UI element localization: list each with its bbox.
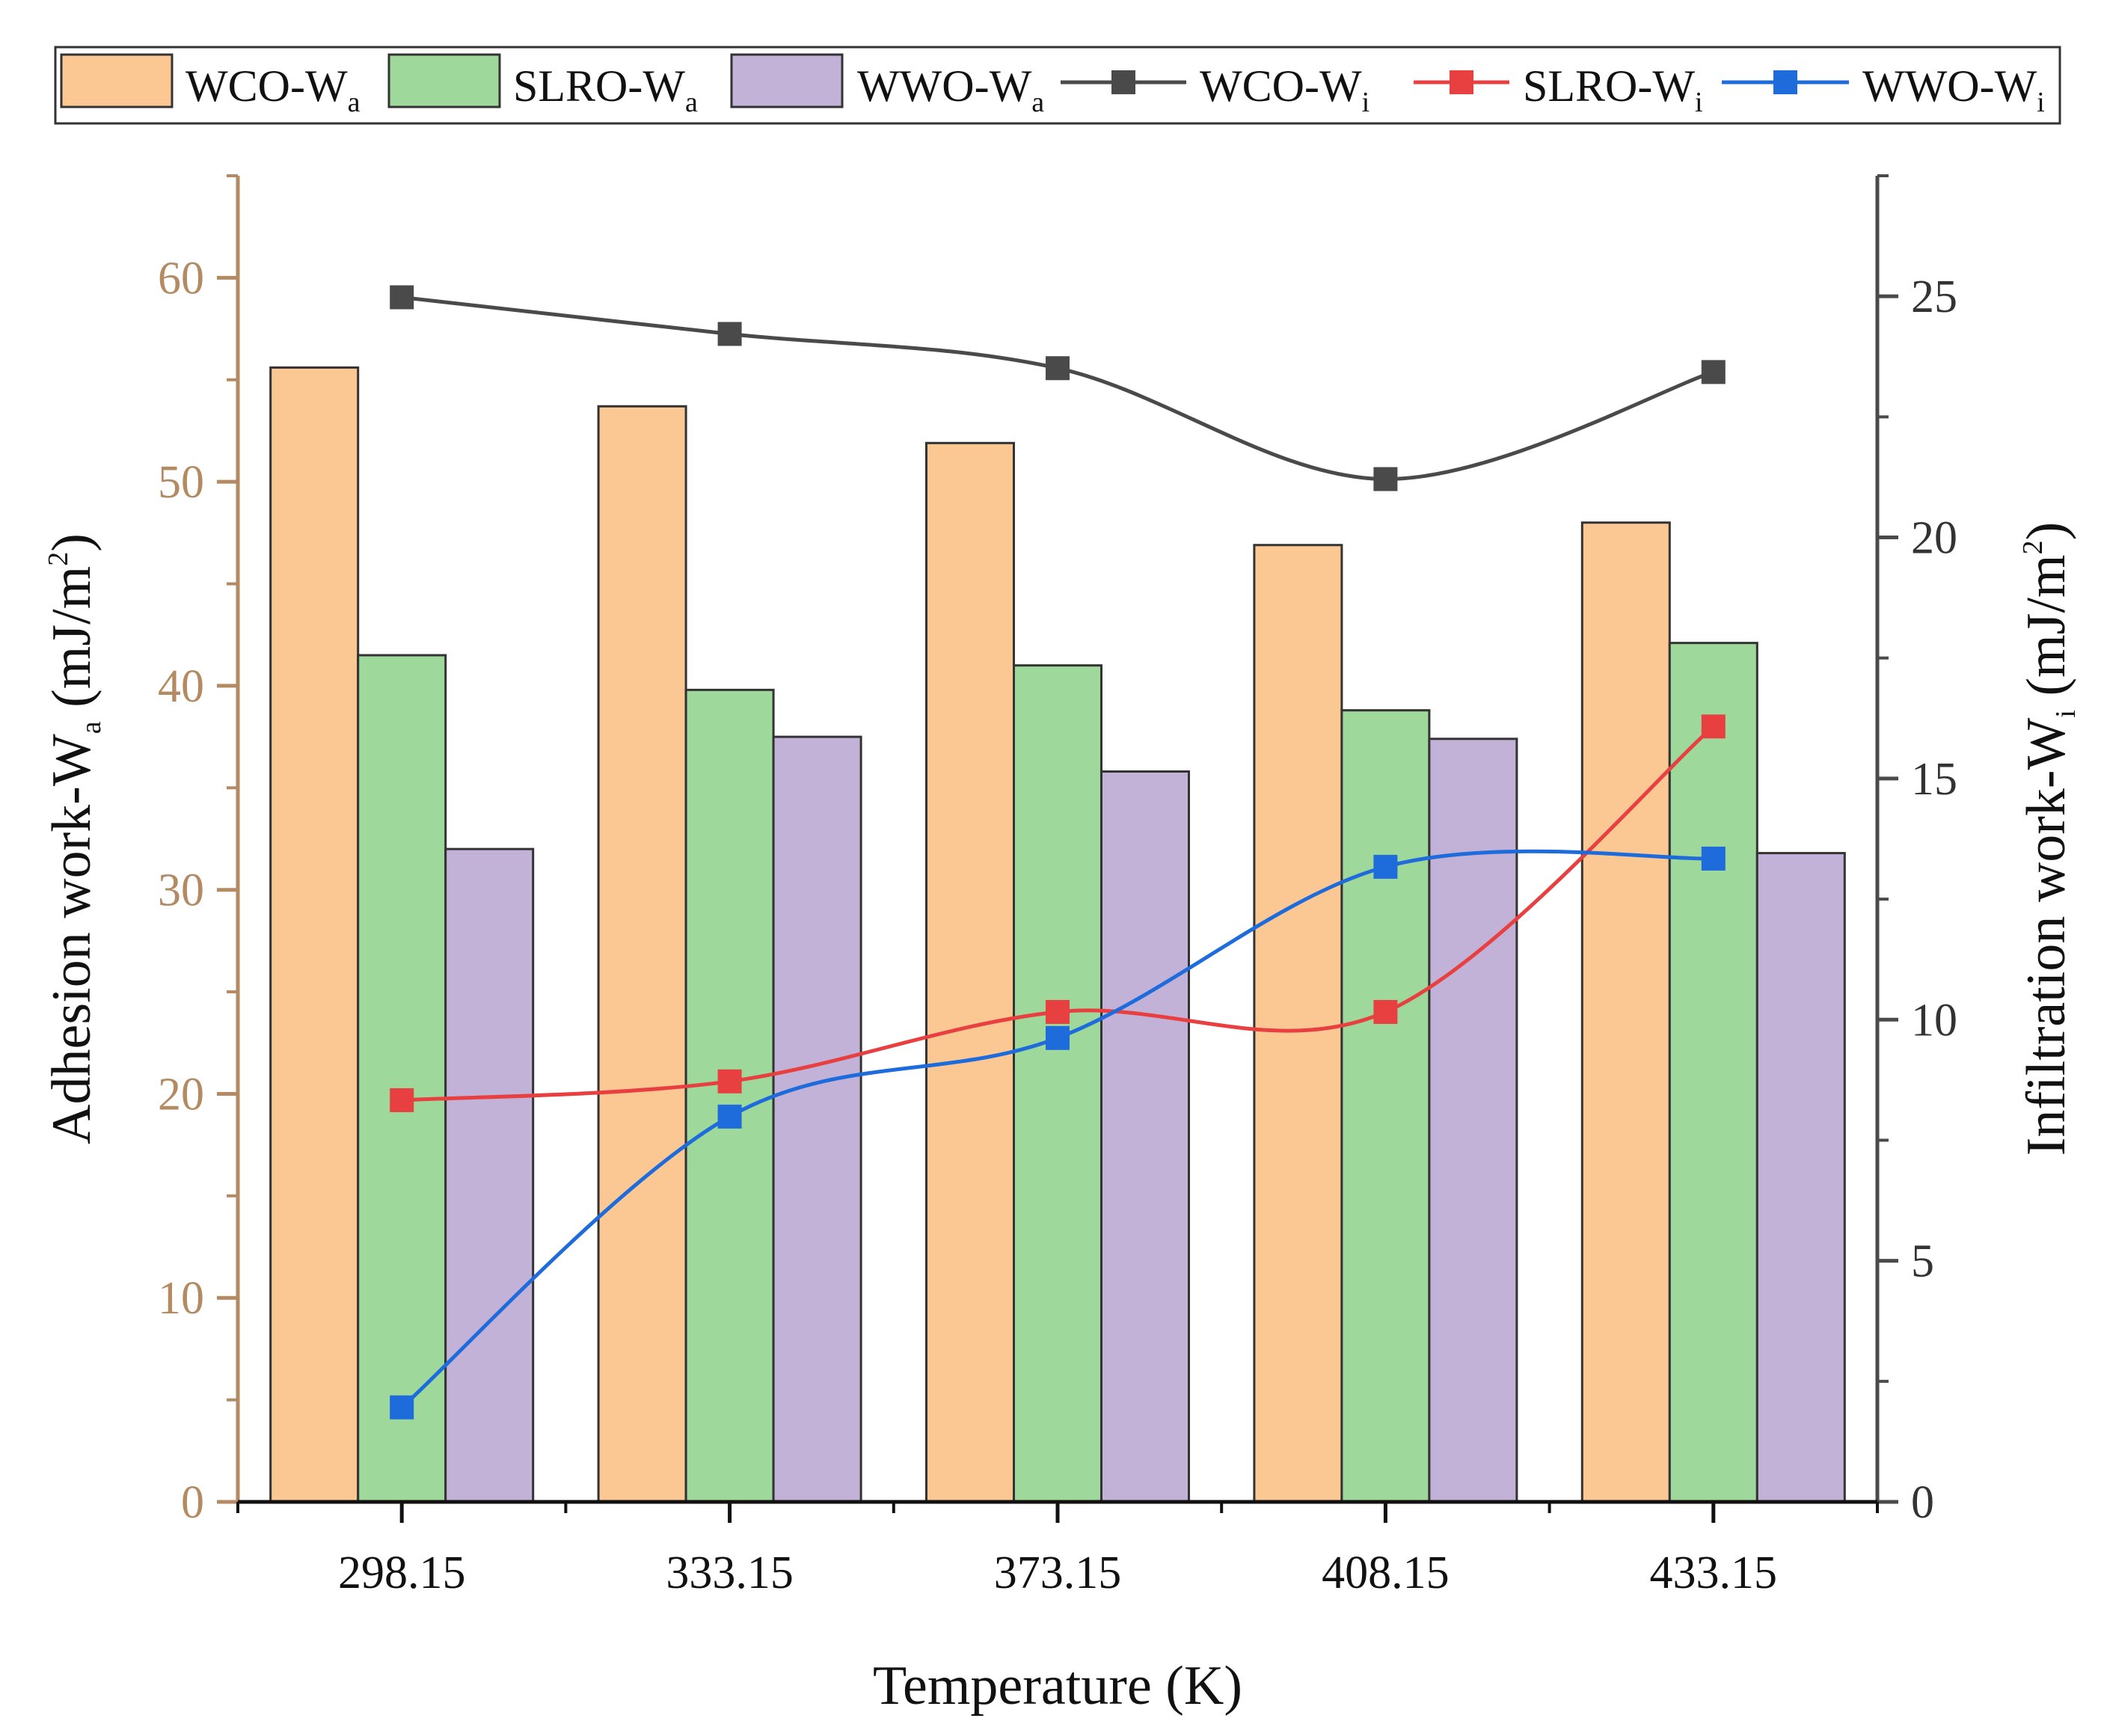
legend-marker-wwowi — [1773, 70, 1797, 94]
marker-wcowi-1 — [717, 322, 742, 346]
marker-wwowi-2 — [1046, 1025, 1070, 1050]
marker-slrowi-2 — [1046, 999, 1070, 1024]
marker-wwowi-4 — [1701, 846, 1726, 871]
right-axis-title: Infiltration work-Wi (mJ/m2) — [2016, 522, 2082, 1156]
right-tick-label-25: 25 — [1911, 272, 1957, 322]
bar-wwowa-3 — [1428, 737, 1518, 1503]
legend: WCO-Wa SLRO-Wa WWO-Wa WCO-Wi SLRO-Wi WWO-Wi — [54, 46, 2061, 125]
marker-slrowi-3 — [1373, 999, 1398, 1024]
legend-label-wwowi: WWO-Wi — [1862, 61, 2045, 118]
marker-wcowi-4 — [1701, 360, 1726, 384]
right-tick-label-5: 5 — [1911, 1236, 1934, 1287]
left-tick-label-20: 20 — [158, 1069, 204, 1120]
bar-wwowa-1 — [772, 735, 862, 1503]
marker-slrowi-0 — [390, 1088, 414, 1112]
bar-slrowa-1 — [684, 688, 775, 1503]
right-tick-label-15: 15 — [1911, 754, 1957, 805]
marker-slrowi-4 — [1701, 714, 1726, 739]
line-slrowi — [402, 725, 1715, 1102]
x-tick-label-2: 373.15 — [994, 1548, 1122, 1598]
right-tick-label-20: 20 — [1911, 513, 1957, 564]
left-axis-title: Adhesion work-Wa (mJ/m2) — [41, 533, 107, 1144]
right-tick-label-0: 0 — [1911, 1477, 1934, 1528]
x-tick-label-0: 298.15 — [338, 1548, 466, 1598]
legend-swatch-wwowa — [730, 53, 844, 108]
left-tick-label-60: 60 — [158, 253, 204, 304]
x-tick-label-3: 408.15 — [1322, 1548, 1450, 1598]
x-tick-label-1: 333.15 — [666, 1548, 794, 1598]
left-tick-label-10: 10 — [158, 1273, 204, 1324]
legend-swatch-slrowa — [387, 53, 501, 108]
bar-wcowa-2 — [925, 441, 1015, 1503]
bar-wcowa-1 — [597, 405, 687, 1503]
right-tick-label-10: 10 — [1911, 995, 1957, 1046]
bar-wwowa-4 — [1755, 852, 1846, 1503]
left-tick-label-50: 50 — [158, 457, 204, 508]
bar-slrowa-2 — [1013, 664, 1102, 1503]
x-tick-label-4: 433.15 — [1650, 1548, 1778, 1598]
legend-marker-wcowi — [1111, 70, 1135, 94]
bar-wcowa-4 — [1580, 521, 1671, 1503]
marker-wwowi-3 — [1373, 854, 1398, 879]
legend-swatch-wcowa — [60, 53, 174, 108]
x-axis-title: Temperature (K) — [873, 1655, 1242, 1717]
bar-slrowa-0 — [357, 654, 447, 1503]
bars-group — [269, 366, 1846, 1503]
legend-label-slrowi: SLRO-Wi — [1523, 61, 1703, 118]
axes-group: 0 10 20 30 40 50 60 0 5 10 15 20 25 298.15 333.15 373.1… — [158, 174, 1957, 1598]
left-tick-label-0: 0 — [181, 1477, 204, 1528]
legend-label-wcowi: WCO-Wi — [1200, 61, 1370, 118]
legend-label-wcowa: WCO-Wa — [185, 61, 361, 118]
bar-slrowa-3 — [1340, 709, 1431, 1503]
bar-wwowa-2 — [1100, 770, 1190, 1503]
marker-slrowi-1 — [717, 1069, 742, 1094]
bar-wcowa-3 — [1253, 544, 1343, 1503]
left-tick-label-30: 30 — [158, 865, 204, 916]
bar-wwowa-0 — [444, 847, 535, 1503]
marker-wwowi-0 — [390, 1395, 414, 1420]
marker-wcowi-0 — [390, 285, 414, 310]
legend-label-slrowa: SLRO-Wa — [513, 61, 698, 118]
legend-label-wwowa: WWO-Wa — [857, 61, 1044, 118]
legend-marker-slrowi — [1450, 70, 1473, 94]
marker-wcowi-2 — [1046, 356, 1070, 381]
bar-slrowa-4 — [1668, 642, 1758, 1503]
left-tick-label-40: 40 — [158, 661, 204, 712]
lines-group — [390, 285, 1726, 1420]
bar-wcowa-0 — [269, 366, 360, 1503]
marker-wcowi-3 — [1373, 467, 1398, 491]
marker-wwowi-1 — [717, 1104, 742, 1129]
